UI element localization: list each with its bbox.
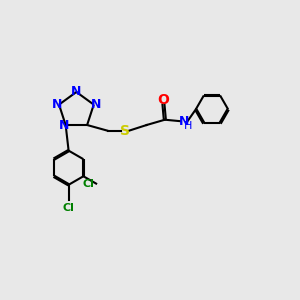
Text: N: N bbox=[52, 98, 62, 110]
Text: Cl: Cl bbox=[83, 178, 95, 189]
Text: N: N bbox=[91, 98, 101, 110]
Text: N: N bbox=[58, 119, 69, 132]
Text: H: H bbox=[184, 121, 192, 130]
Text: Cl: Cl bbox=[63, 203, 74, 213]
Text: N: N bbox=[71, 85, 82, 98]
Text: O: O bbox=[158, 93, 169, 107]
Text: N: N bbox=[179, 115, 189, 128]
Text: S: S bbox=[119, 124, 130, 138]
